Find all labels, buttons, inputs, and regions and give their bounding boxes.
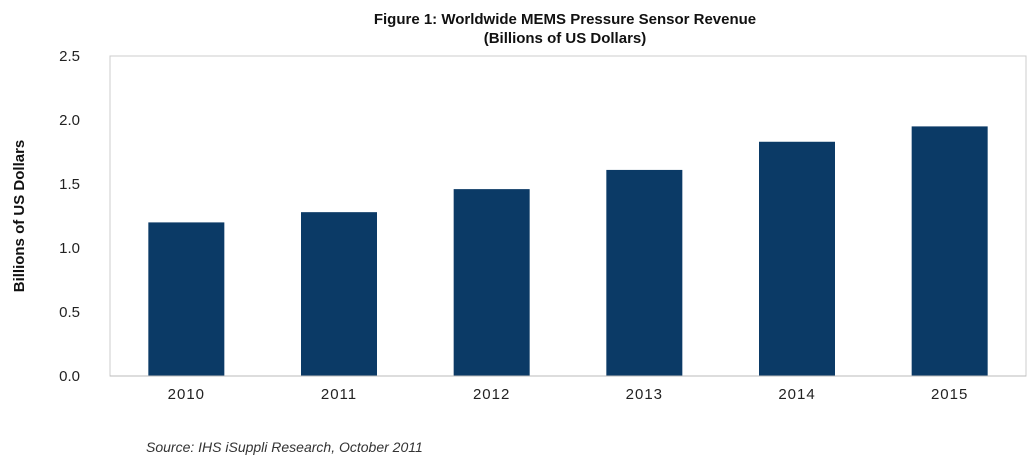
x-tick-label: 2012 (473, 386, 510, 403)
x-tick-label: 2015 (931, 386, 968, 403)
x-tick-label: 2013 (626, 386, 663, 403)
plot-area-frame (109, 55, 1027, 377)
bar (301, 212, 377, 376)
y-tick-label: 1.0 (59, 240, 80, 257)
bar (606, 169, 683, 376)
y-tick-label: 1.5 (59, 176, 80, 193)
x-tick-label: 2014 (778, 386, 815, 403)
bar (148, 222, 225, 376)
chart-subtitle: (Billions of US Dollars) (484, 30, 647, 47)
bar (453, 189, 530, 376)
bars (148, 126, 988, 377)
y-tick-label: 0.0 (59, 368, 80, 385)
x-axis-ticks: 2010 2011 2012 2013 2014 2015 (168, 386, 968, 403)
y-tick-label: 2.5 (59, 48, 80, 65)
chart-title: Figure 1: Worldwide MEMS Pressure Sensor… (374, 11, 756, 28)
source-note: Source: IHS iSuppli Research, October 20… (146, 439, 423, 455)
y-axis-ticks: 0.0 0.5 1.0 1.5 2.0 2.5 (59, 48, 80, 385)
bar (911, 126, 988, 377)
x-tick-label: 2010 (168, 386, 205, 403)
y-tick-label: 2.0 (59, 112, 80, 129)
bar (759, 141, 835, 376)
y-axis-label: Billions of US Dollars (11, 140, 28, 293)
y-tick-label: 0.5 (59, 304, 80, 321)
x-tick-label: 2011 (321, 386, 357, 403)
